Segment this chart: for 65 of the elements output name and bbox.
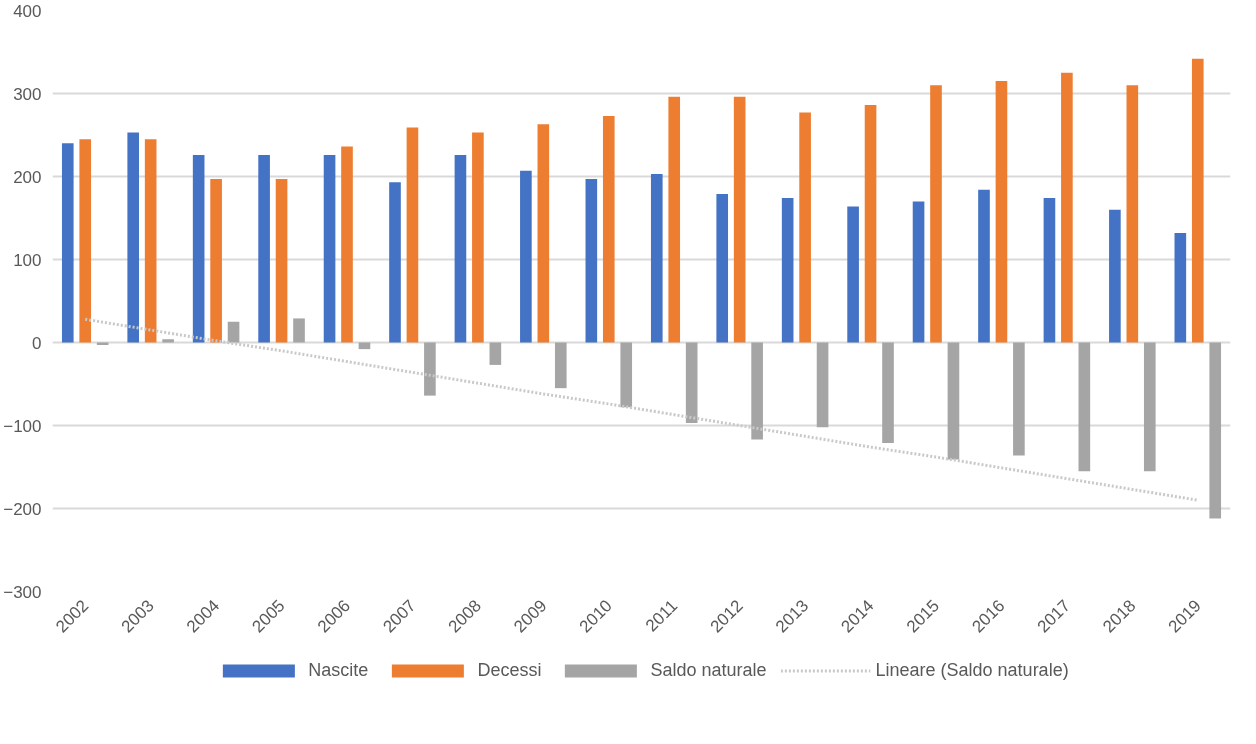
bar bbox=[602, 115, 615, 343]
bar bbox=[389, 182, 401, 343]
bar bbox=[912, 201, 925, 343]
bar bbox=[293, 318, 305, 343]
bar bbox=[882, 342, 894, 443]
bar bbox=[79, 139, 92, 343]
y-tick-label: −300 bbox=[3, 582, 42, 602]
bar bbox=[751, 342, 763, 440]
bar bbox=[454, 154, 467, 343]
bar bbox=[978, 189, 990, 343]
y-tick-label: 300 bbox=[13, 84, 42, 104]
bar bbox=[781, 198, 794, 343]
bar bbox=[144, 139, 157, 343]
bar bbox=[995, 81, 1008, 343]
bar bbox=[61, 143, 74, 343]
bar bbox=[520, 170, 532, 343]
bar bbox=[816, 342, 829, 428]
bar bbox=[1043, 198, 1056, 343]
bar bbox=[275, 178, 288, 343]
legend-label: Nascite bbox=[308, 659, 369, 681]
bar bbox=[537, 124, 550, 343]
legend-label: Decessi bbox=[477, 659, 542, 681]
bar bbox=[1109, 209, 1121, 343]
y-tick-label: 200 bbox=[13, 167, 42, 187]
bar bbox=[847, 206, 859, 343]
bar bbox=[227, 321, 240, 343]
bar bbox=[716, 193, 729, 343]
bar bbox=[1126, 85, 1139, 343]
y-tick-label: −200 bbox=[3, 499, 42, 519]
bar bbox=[650, 174, 663, 343]
bar bbox=[554, 342, 567, 389]
bar bbox=[258, 154, 270, 343]
legend-label: Saldo naturale bbox=[650, 659, 767, 681]
y-tick-label: 0 bbox=[32, 333, 42, 353]
bar bbox=[127, 132, 140, 343]
bar bbox=[685, 342, 698, 424]
y-tick-label: 400 bbox=[13, 1, 42, 21]
bar bbox=[930, 85, 942, 343]
bar bbox=[799, 112, 811, 343]
bar bbox=[1174, 232, 1187, 343]
bar bbox=[620, 342, 633, 408]
bar bbox=[323, 154, 336, 343]
legend-label: Lineare (Saldo naturale) bbox=[875, 659, 1069, 681]
bar bbox=[210, 178, 222, 343]
bar bbox=[489, 342, 502, 365]
bar bbox=[1061, 72, 1073, 343]
line-series bbox=[83, 317, 1200, 502]
bar bbox=[864, 105, 877, 343]
bar bbox=[1078, 342, 1091, 472]
bar bbox=[424, 342, 436, 396]
bar bbox=[733, 96, 746, 343]
bar bbox=[947, 342, 960, 460]
bar bbox=[162, 339, 174, 343]
bar bbox=[585, 178, 598, 343]
y-tick-label: −100 bbox=[3, 416, 42, 436]
y-tick-label: 100 bbox=[13, 250, 42, 270]
bar bbox=[1191, 58, 1204, 343]
bar bbox=[192, 154, 205, 343]
bar bbox=[406, 127, 419, 343]
bar bbox=[668, 96, 681, 343]
bar bbox=[472, 132, 484, 343]
bar bbox=[1209, 342, 1222, 519]
bar bbox=[1143, 342, 1156, 472]
bar bbox=[341, 146, 353, 343]
bar bbox=[1013, 342, 1025, 456]
